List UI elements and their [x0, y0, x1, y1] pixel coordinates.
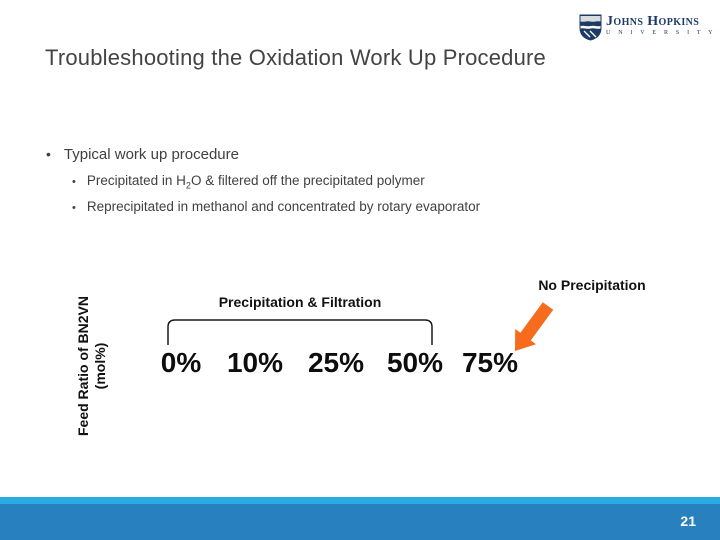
y-axis-label-line2: (mol%) — [92, 342, 108, 390]
bullet-level1-text: Typical work up procedure — [63, 146, 239, 163]
feed-ratio-10: 10% — [226, 347, 284, 378]
logo-university-label: U N I V E R S I T Y — [606, 30, 716, 36]
feed-ratio-0: 0% — [160, 347, 202, 378]
feed-ratio-25: 25% — [307, 347, 365, 378]
footer-accent-strip — [0, 497, 720, 504]
feed-ratio-75: 75% — [461, 347, 519, 378]
bullet-icon: • — [72, 202, 76, 214]
y-axis-label: Feed Ratio of BN2VN (mol%) — [75, 296, 109, 436]
bullet-sub1-text: Precipitated in H2O & filtered off the p… — [86, 173, 425, 191]
bullet-sub2-text: Reprecipitated in methanol and concentra… — [86, 199, 481, 214]
orange-arrow-icon — [515, 302, 554, 351]
logo-wordmark: Johns Hopkins — [606, 14, 700, 29]
bullet-sub1: • Precipitated in H2O & filtered off the… — [72, 173, 425, 191]
page-number: 21 — [680, 513, 696, 529]
bracket-label: Precipitation & Filtration — [218, 294, 382, 310]
bullet-icon: • — [46, 146, 51, 162]
no-precipitation-label: No Precipitation — [538, 277, 646, 293]
bullet-level1: • Typical work up procedure — [46, 146, 239, 163]
feed-ratio-50: 50% — [386, 347, 444, 378]
bullet-sub2: • Reprecipitated in methanol and concent… — [72, 199, 480, 214]
subscript-2: 2 — [185, 180, 191, 191]
jhu-logo-text: Johns Hopkins U N I V E R S I T Y — [606, 14, 716, 36]
y-axis-label-line1: Feed Ratio of BN2VN — [75, 295, 91, 437]
bracket-shape — [167, 319, 433, 345]
jhu-shield-icon — [579, 14, 602, 41]
footer-bar: 21 — [0, 504, 720, 540]
slide-title: Troubleshooting the Oxidation Work Up Pr… — [45, 45, 546, 70]
bullet-icon: • — [72, 176, 76, 188]
jhu-logo: Johns Hopkins U N I V E R S I T Y — [579, 14, 716, 41]
